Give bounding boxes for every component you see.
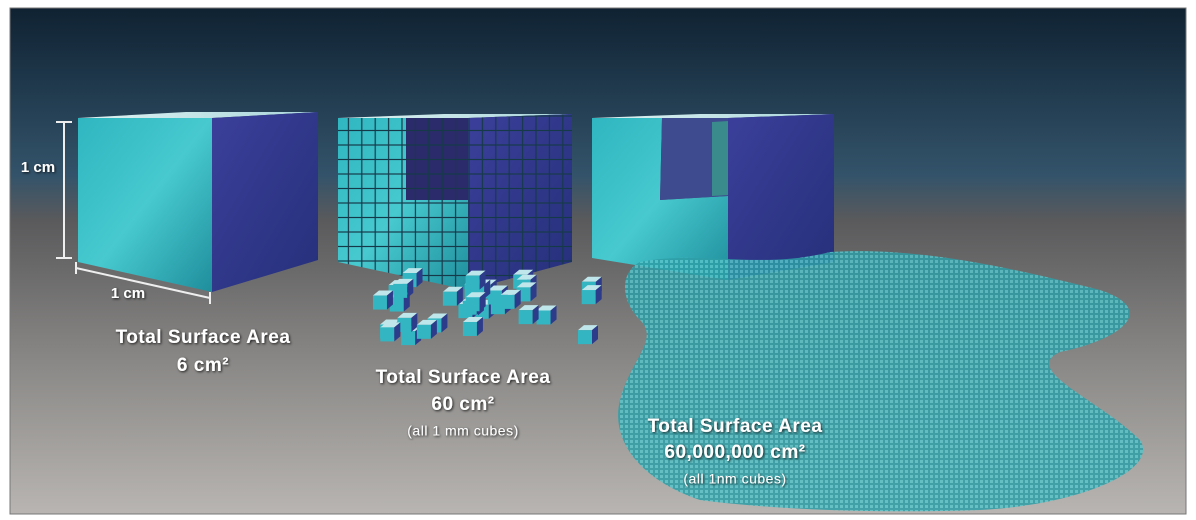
small-cube [577,330,592,345]
small-cube [500,294,515,309]
small-cube [380,322,401,328]
small-cube [393,283,408,298]
small-cube [407,278,414,298]
small-cube [479,292,486,312]
cube-front [78,118,212,292]
small-cube [465,292,486,298]
dimension-lines [56,121,211,304]
small-cube [397,317,412,332]
cube-side [728,114,834,280]
small-cube [530,282,537,302]
small-cube [536,305,557,311]
panel-area: 6 cm² [177,355,229,376]
small-cube [393,278,414,284]
small-cube [416,268,423,288]
small-cube [442,291,457,306]
cube-top [338,114,572,118]
small-cube [416,324,431,339]
panel-note: (all 1nm cubes) [683,471,786,487]
small-cube [462,321,477,336]
cube-top [78,112,318,118]
small-cube [518,305,539,311]
cube-grid [338,114,572,290]
small-cube [389,297,404,312]
small-cube [516,274,537,280]
small-cube [487,285,508,291]
small-cube [386,290,393,310]
width-line [75,267,211,299]
cube-top [592,114,834,118]
panel-title: Total Surface Area [376,367,551,388]
small-cube [427,313,448,319]
small-cube [411,312,418,332]
small-cube [456,286,463,306]
small-cube [532,305,539,325]
cube-nm [592,114,1144,512]
small-cube [442,286,463,292]
width-label: 1 cm [111,285,145,302]
small-cube [380,327,395,342]
small-cube [581,285,602,291]
small-cube [416,319,437,325]
small-cube [550,305,557,325]
small-cube [430,319,437,339]
small-cube [402,268,423,274]
cube-side [212,112,318,292]
cube-mm [338,114,572,290]
small-cube [513,269,534,275]
small-cube [581,290,596,305]
small-cube [394,322,401,342]
cube-cavity [660,118,728,200]
panel-title: Total Surface Area [116,327,291,348]
small-cube [372,290,393,296]
small-cube [372,295,387,310]
small-cube [476,316,483,336]
small-cube [536,310,551,325]
small-cube [595,285,602,305]
panel-area: 60,000,000 cm² [664,442,805,463]
height-label: 1 cm [21,159,55,176]
cube-1cm [78,112,318,292]
small-cube [514,289,521,309]
small-cube [397,312,418,318]
small-cube [518,310,533,325]
panel-title: Total Surface Area [648,416,823,437]
small-cube [465,297,480,312]
small-cube [462,316,483,322]
small-cube [516,282,537,288]
small-cube [577,325,598,331]
spilled-nanocubes [618,251,1144,512]
panel-area: 60 cm² [431,394,494,415]
small-cube [479,270,486,290]
small-cube [500,289,521,295]
loose-cubes [372,268,602,346]
small-cube [465,275,480,290]
cube-front [592,118,728,280]
small-cube [401,331,416,346]
small-cube [581,276,602,282]
small-cube [441,313,448,333]
panel-note: (all 1 mm cubes) [407,423,518,439]
small-cube [487,290,502,305]
small-cube [484,279,491,299]
small-cube [465,270,486,276]
small-cube [591,325,598,345]
